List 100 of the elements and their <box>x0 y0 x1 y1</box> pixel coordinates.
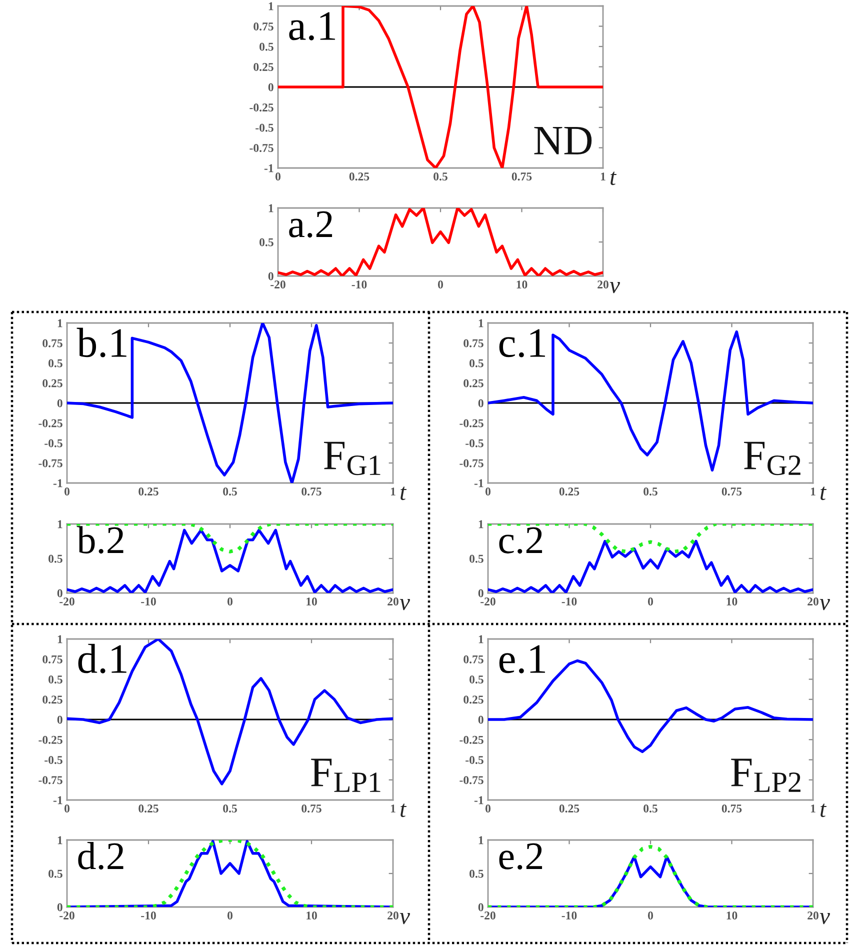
y-tick-label: 0.25 <box>42 696 62 704</box>
x-tick-label: 0.75 <box>302 804 322 813</box>
x-tick-label: 20 <box>388 912 398 920</box>
y-tick-label: 1 <box>58 319 62 328</box>
y-tick-label: -0.75 <box>38 459 62 468</box>
y-tick-label: -0.25 <box>38 419 62 428</box>
x-axis-title: ν <box>610 282 620 294</box>
line-series <box>67 323 393 483</box>
y-tick-label: 0.75 <box>42 655 62 664</box>
y-tick-label: -0.5 <box>466 439 484 448</box>
y-tick-label: -1 <box>53 796 62 804</box>
y-tick-label: 0.5 <box>48 675 62 684</box>
x-tick-label: -10 <box>141 598 156 606</box>
x-tick-label: 0 <box>228 912 232 920</box>
x-tick-label: 1 <box>810 804 816 812</box>
y-tick-label: 1 <box>478 520 484 528</box>
y-tick-label: 0.5 <box>470 870 484 878</box>
x-tick-label: 20 <box>388 598 398 606</box>
x-tick-label: -10 <box>352 280 367 288</box>
y-tick-label: -0.25 <box>460 419 484 428</box>
x-tick-label: 0.25 <box>138 804 158 813</box>
x-tick-label: 0.25 <box>559 804 580 813</box>
x-axis-title: t <box>610 172 617 186</box>
x-tick-label: 0.5 <box>434 172 448 181</box>
annotation: c.2 <box>499 527 542 554</box>
x-tick-label: 0.25 <box>559 488 580 496</box>
annotation: b.2 <box>76 526 124 554</box>
y-tick-label: 0.25 <box>254 62 274 72</box>
y-tick-label: 0.75 <box>254 22 274 31</box>
annotation: c.1 <box>499 329 545 358</box>
y-tick-label: -1 <box>264 164 274 172</box>
x-tick-label: -10 <box>562 598 577 606</box>
y-tick-label: -0.25 <box>38 736 62 744</box>
y-tick-label: 0.75 <box>42 339 62 348</box>
x-tick-label: -20 <box>480 912 496 920</box>
annotation: ND <box>534 126 592 154</box>
y-tick-label: 0 <box>478 399 484 408</box>
x-tick-label: 10 <box>306 598 317 606</box>
annotation: e.2 <box>499 843 542 870</box>
y-tick-label: 0.25 <box>464 696 484 704</box>
y-tick-label: 0 <box>57 716 62 724</box>
y-tick-label: -0.5 <box>466 756 484 764</box>
y-tick-label: 1 <box>268 204 274 212</box>
y-tick-label: 0 <box>57 399 62 408</box>
y-tick-label: -0.5 <box>44 439 62 448</box>
x-tick-label: 10 <box>726 912 738 920</box>
y-tick-label: 1 <box>478 319 484 328</box>
x-tick-label: 0.75 <box>512 172 532 181</box>
y-tick-label: 0 <box>268 272 274 280</box>
y-tick-label: 0 <box>57 589 62 598</box>
x-tick-label: 0.25 <box>138 488 158 496</box>
x-tick-label: -10 <box>562 912 577 920</box>
y-tick-label: -0.75 <box>38 776 62 784</box>
annotation: F$_{LP2}$ <box>731 758 800 792</box>
y-tick-label: 1 <box>478 635 484 644</box>
x-tick-label: -10 <box>141 912 156 920</box>
x-tick-label: 20 <box>808 912 818 920</box>
x-tick-label: 20 <box>598 280 608 288</box>
x-tick-label: 0 <box>276 172 280 180</box>
x-tick-label: 0 <box>648 598 653 606</box>
y-tick-label: 0.5 <box>470 675 484 684</box>
y-tick-label: -0.5 <box>44 756 62 764</box>
x-tick-label: 0 <box>64 488 70 496</box>
x-tick-label: 10 <box>516 280 528 288</box>
y-tick-label: 0.5 <box>470 554 484 563</box>
y-tick-label: 1 <box>478 836 484 844</box>
line-series <box>278 6 603 168</box>
x-tick-label: 0 <box>438 280 443 288</box>
x-tick-label: 0 <box>228 598 232 606</box>
y-tick-label: 0.25 <box>464 379 484 388</box>
x-tick-label: 1 <box>390 488 396 496</box>
y-tick-label: 0 <box>268 83 274 92</box>
x-axis-title: ν <box>820 599 830 610</box>
x-axis-title: ν <box>400 599 410 610</box>
y-tick-label: 0.75 <box>464 655 484 664</box>
y-tick-label: 0 <box>478 716 484 724</box>
y-tick-label: -1 <box>474 796 484 804</box>
x-tick-label: 20 <box>808 598 818 606</box>
x-tick-label: 0.5 <box>644 488 658 496</box>
x-axis-title: ν <box>400 913 410 924</box>
x-tick-label: 0.5 <box>644 804 658 813</box>
annotation: F$_{G2}$ <box>744 442 800 476</box>
x-tick-label: 10 <box>306 912 317 920</box>
annotation: a.2 <box>289 211 332 238</box>
y-tick-label: -0.75 <box>250 144 274 152</box>
x-tick-label: 0 <box>64 804 70 812</box>
x-tick-label: 0 <box>486 804 490 812</box>
annotation: F$_{G1}$ <box>324 442 380 476</box>
annotation: d.2 <box>78 842 124 870</box>
x-axis-title: t <box>820 804 827 818</box>
y-tick-label: 1 <box>58 520 62 528</box>
x-tick-label: 0.25 <box>349 172 370 181</box>
x-tick-label: 1 <box>390 804 396 812</box>
x-tick-label: -20 <box>60 598 74 606</box>
x-tick-label: 0.75 <box>722 488 742 496</box>
annotation: a.1 <box>289 12 335 40</box>
x-tick-label: 1 <box>810 488 816 496</box>
y-tick-label: 0.5 <box>260 42 274 51</box>
y-tick-label: 1 <box>58 836 62 844</box>
x-axis-title: t <box>400 486 407 500</box>
